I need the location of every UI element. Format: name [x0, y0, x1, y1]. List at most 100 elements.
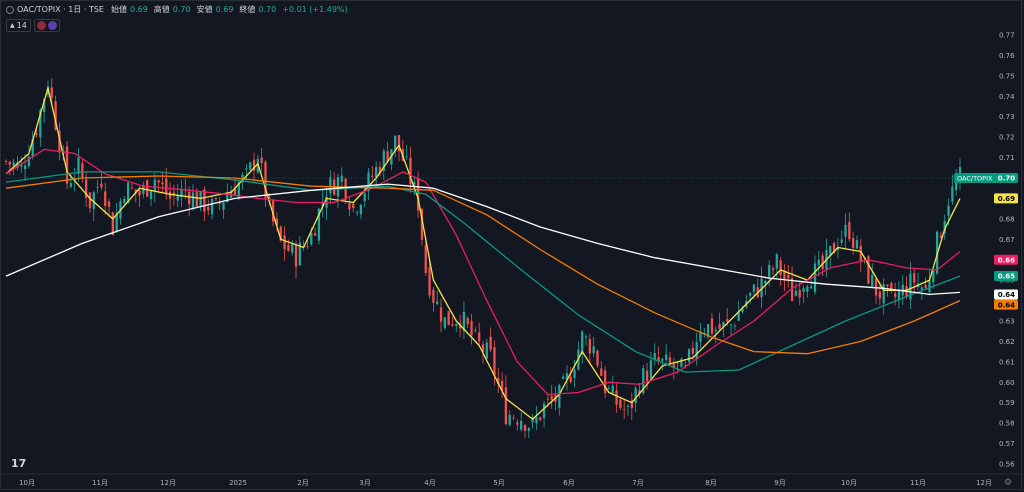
- candle-body: [855, 239, 859, 249]
- candle-body: [535, 417, 538, 424]
- y-tick-label: 0.68: [999, 215, 1015, 223]
- candle-body: [596, 350, 599, 366]
- candle-body: [180, 188, 183, 198]
- symbol-status-icon: [6, 5, 14, 14]
- candle-body: [439, 307, 443, 322]
- candle-body: [16, 162, 19, 168]
- indicator-toggle-button[interactable]: ▲ 14: [6, 19, 31, 32]
- candle-body: [245, 168, 248, 170]
- candle-body: [428, 267, 431, 296]
- candle-body: [787, 274, 790, 279]
- candle-body: [134, 189, 137, 194]
- candle-body: [676, 362, 679, 364]
- candle-body: [249, 162, 252, 170]
- ma-line: [5, 175, 961, 355]
- candle-body: [672, 364, 675, 368]
- candle-body: [298, 242, 301, 266]
- candle-body: [951, 186, 954, 202]
- candle-body: [260, 157, 263, 163]
- candle-body: [107, 201, 111, 207]
- candle-body: [443, 317, 446, 328]
- candle-body: [561, 376, 565, 379]
- candle-body: [634, 388, 637, 403]
- x-tick-label: 3月: [359, 479, 370, 487]
- candle-body: [462, 312, 466, 331]
- candle-body: [657, 357, 660, 362]
- candle-body: [500, 380, 504, 391]
- candle-body: [340, 175, 343, 182]
- candle-body: [157, 180, 160, 183]
- price-labels: OAC/TOPIX 0.70 0.69 0.66 0.65 0.64 0.64: [954, 173, 1018, 310]
- candle-body: [375, 167, 378, 178]
- candle-body: [802, 288, 805, 292]
- candle-body: [943, 221, 946, 234]
- candle-body: [149, 189, 153, 199]
- x-tick-label: 9月: [774, 479, 785, 487]
- candle-body: [27, 156, 31, 167]
- candle-body: [329, 177, 332, 194]
- candle-body: [661, 358, 664, 361]
- candle-body: [123, 198, 126, 204]
- candle-body: [310, 233, 313, 245]
- candle-body: [794, 290, 798, 296]
- candle-body: [382, 150, 385, 171]
- symbol-title[interactable]: OAC/TOPIX · 1日 · TSE: [17, 5, 104, 14]
- indicator-purple-icon: [47, 21, 57, 30]
- ma-line: [5, 183, 961, 296]
- candle-body: [104, 191, 107, 207]
- x-tick-label: 2025: [229, 479, 247, 487]
- candle-body: [222, 202, 225, 210]
- y-tick-label: 0.74: [999, 93, 1015, 101]
- candle-body: [649, 360, 653, 378]
- price-label-box: [994, 254, 1018, 265]
- candle-body: [588, 338, 591, 354]
- candle-body: [348, 203, 351, 210]
- candle-body: [69, 183, 73, 187]
- candle-body: [111, 212, 114, 236]
- candle-body: [569, 376, 572, 382]
- price-label-box: [994, 299, 1018, 310]
- candle-body: [352, 203, 355, 208]
- close-label: 終値: [239, 5, 256, 14]
- candle-body: [436, 301, 439, 305]
- indicator-icons[interactable]: [33, 19, 60, 32]
- candle-body: [88, 192, 92, 209]
- candle-body: [405, 156, 408, 158]
- candle-body: [397, 135, 401, 152]
- candle-body: [733, 325, 737, 327]
- candle-body: [867, 256, 870, 284]
- candle-body: [271, 200, 275, 222]
- open-value: 0.69: [129, 5, 148, 14]
- candle-body: [344, 178, 347, 201]
- candle-body: [218, 202, 221, 204]
- candle-body: [65, 146, 69, 184]
- candle-body: [214, 198, 218, 199]
- candle-body: [729, 324, 733, 326]
- high-label: 高値: [153, 5, 170, 14]
- candle-body: [294, 244, 298, 267]
- gear-icon[interactable]: ⚙: [1004, 478, 1013, 488]
- x-tick-label: 4月: [424, 479, 435, 487]
- candle-body: [775, 254, 778, 269]
- low-label: 安値: [196, 5, 213, 14]
- candle-body: [8, 161, 11, 165]
- candle-body: [932, 270, 935, 283]
- candle-body: [790, 278, 794, 302]
- candle-body: [836, 247, 840, 250]
- candle-body: [955, 181, 958, 190]
- candle-body: [195, 192, 198, 207]
- candle-body: [619, 399, 622, 408]
- price-axis[interactable]: 0.77 0.76 0.75 0.74 0.73 0.72 0.71 0.70 0.69 0.68…: [999, 32, 1015, 469]
- indicator-bar: ▲ 14: [6, 19, 60, 32]
- candle-body: [832, 242, 836, 254]
- candle-body: [920, 287, 923, 290]
- candle-body: [77, 157, 80, 174]
- time-axis[interactable]: 10月 11月 12月 2025 2月 3月 4月 5月 6月 7月 8月 9月 10月 11月 12月: [0, 473, 1022, 487]
- price-label-value: 0.64: [998, 291, 1015, 299]
- x-tick-label: 8月: [705, 479, 716, 487]
- y-tick-label: 0.72: [999, 134, 1015, 142]
- tradingview-logo[interactable]: 17: [11, 457, 27, 470]
- candle-body: [592, 346, 595, 354]
